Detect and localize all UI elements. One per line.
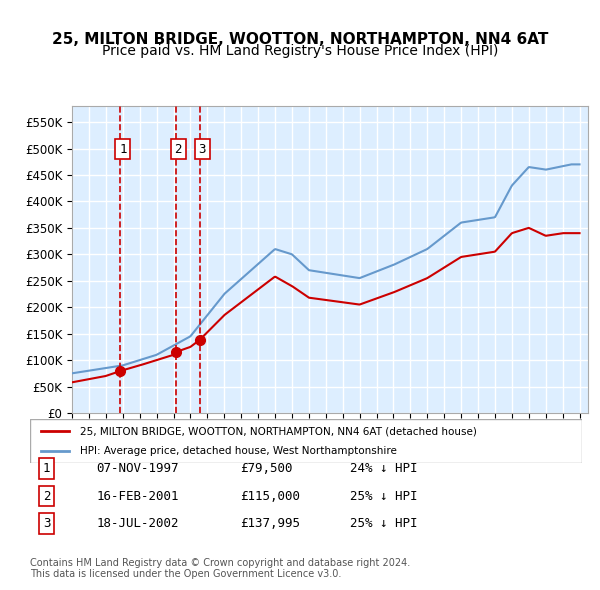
- Text: Contains HM Land Registry data © Crown copyright and database right 2024.
This d: Contains HM Land Registry data © Crown c…: [30, 558, 410, 579]
- Text: 25% ↓ HPI: 25% ↓ HPI: [350, 517, 418, 530]
- Text: 1: 1: [43, 462, 50, 475]
- FancyBboxPatch shape: [30, 419, 582, 463]
- Text: 3: 3: [199, 143, 206, 156]
- Text: 25% ↓ HPI: 25% ↓ HPI: [350, 490, 418, 503]
- Text: 2: 2: [43, 490, 50, 503]
- Text: 2: 2: [175, 143, 182, 156]
- Text: Price paid vs. HM Land Registry's House Price Index (HPI): Price paid vs. HM Land Registry's House …: [102, 44, 498, 58]
- Text: 3: 3: [43, 517, 50, 530]
- Text: 18-JUL-2002: 18-JUL-2002: [96, 517, 179, 530]
- Text: 25, MILTON BRIDGE, WOOTTON, NORTHAMPTON, NN4 6AT (detached house): 25, MILTON BRIDGE, WOOTTON, NORTHAMPTON,…: [80, 427, 476, 436]
- Text: 25, MILTON BRIDGE, WOOTTON, NORTHAMPTON, NN4 6AT: 25, MILTON BRIDGE, WOOTTON, NORTHAMPTON,…: [52, 32, 548, 47]
- Text: 1: 1: [119, 143, 127, 156]
- Text: 07-NOV-1997: 07-NOV-1997: [96, 462, 179, 475]
- Text: £79,500: £79,500: [240, 462, 292, 475]
- Text: £137,995: £137,995: [240, 517, 300, 530]
- Text: 24% ↓ HPI: 24% ↓ HPI: [350, 462, 418, 475]
- Text: HPI: Average price, detached house, West Northamptonshire: HPI: Average price, detached house, West…: [80, 446, 397, 455]
- Text: £115,000: £115,000: [240, 490, 300, 503]
- Text: 16-FEB-2001: 16-FEB-2001: [96, 490, 179, 503]
